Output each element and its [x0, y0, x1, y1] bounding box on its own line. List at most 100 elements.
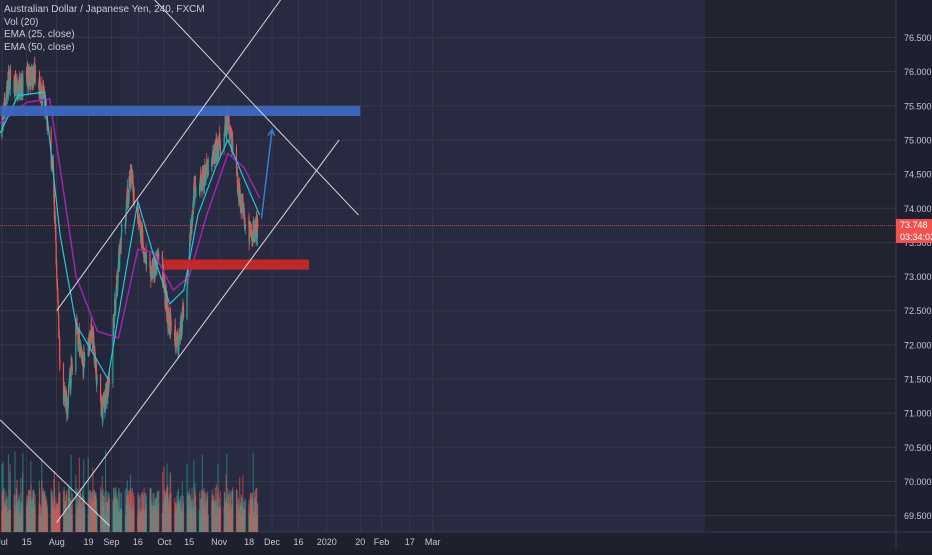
- candle-body: [57, 298, 59, 312]
- candle-body: [55, 231, 57, 243]
- x-tick-label: Aug: [49, 537, 65, 547]
- projection-arrow: [260, 129, 273, 219]
- volume-bar: [252, 452, 254, 532]
- candle-body: [195, 188, 197, 197]
- candle-body: [53, 194, 55, 219]
- candle-body: [249, 226, 251, 232]
- candle-body: [133, 187, 135, 205]
- channel-lower-trend-line: [56, 139, 340, 523]
- candle-body: [194, 176, 196, 186]
- candle-body: [170, 320, 172, 331]
- y-tick-label: 75.000: [904, 135, 932, 145]
- candle-body: [102, 406, 104, 420]
- resistance-zone: [0, 105, 361, 117]
- candle-body: [70, 359, 72, 385]
- candle-body: [138, 218, 140, 223]
- candle-body: [236, 171, 238, 185]
- volume-bar: [87, 457, 89, 532]
- volume-bar: [14, 451, 16, 532]
- descending-upper-trend-line: [154, 0, 359, 216]
- x-tick-label: Feb: [374, 537, 390, 547]
- candle-body: [142, 243, 144, 249]
- candle-body: [113, 322, 115, 335]
- candle-body: [231, 133, 233, 138]
- volume-bar: [193, 460, 195, 532]
- candle-body: [121, 228, 123, 233]
- candle-body: [203, 180, 205, 186]
- candle-body: [14, 78, 16, 97]
- candle-body: [1, 116, 3, 136]
- candle-body: [152, 264, 154, 277]
- candle-body: [71, 360, 73, 368]
- volume-bar: [244, 499, 246, 532]
- x-tick-label: 2020: [317, 537, 337, 547]
- candle-body: [156, 253, 158, 269]
- candle-body: [226, 116, 228, 136]
- volume-bar: [226, 453, 228, 532]
- volume-bar: [207, 491, 209, 532]
- chart-legend: Australian Dollar / Japanese Yen, 240, F…: [4, 4, 205, 54]
- candle-body: [177, 335, 179, 351]
- y-tick-label: 70.000: [904, 477, 932, 487]
- candle-body: [182, 308, 185, 318]
- candle-body: [94, 350, 96, 354]
- volume-bar: [34, 494, 36, 532]
- ema25-line: [0, 91, 261, 381]
- candle-body: [5, 91, 8, 104]
- candle-body: [19, 78, 21, 85]
- candle-body: [158, 254, 160, 256]
- candle-body: [55, 242, 57, 264]
- symbol-title: Australian Dollar / Japanese Yen, 240, F…: [4, 4, 205, 15]
- x-tick-label: 15: [22, 537, 32, 547]
- x-tick-label: 15: [184, 537, 194, 547]
- candle-body: [192, 204, 194, 220]
- volume-bar: [182, 501, 185, 532]
- volume-bar: [156, 492, 158, 532]
- volume-bar: [143, 487, 145, 532]
- candle-body: [83, 351, 85, 361]
- projection-arrow-head: [267, 128, 276, 137]
- x-tick-label: 19: [83, 537, 93, 547]
- candle-body: [223, 138, 225, 150]
- volume-bar: [219, 505, 222, 532]
- candle-body: [56, 277, 58, 287]
- candle-body: [103, 393, 105, 403]
- candle-body: [153, 258, 155, 275]
- x-tick-label: 16: [133, 537, 143, 547]
- y-tick-label: 76.500: [904, 33, 932, 43]
- x-tick-label: Mar: [425, 537, 441, 547]
- candle-body: [56, 263, 58, 278]
- x-tick-label: 16: [294, 537, 304, 547]
- candle-body: [95, 363, 98, 385]
- candle-body: [216, 147, 218, 161]
- candle-body: [32, 72, 35, 87]
- current-price-badge: 73.748: [896, 219, 932, 232]
- candle-body: [66, 400, 68, 403]
- ema50-line: [0, 98, 261, 339]
- volume-bar: [22, 452, 24, 532]
- volume-bar: [124, 489, 126, 532]
- volume-bar: [118, 488, 120, 532]
- candle-body: [152, 262, 155, 275]
- volume-bar: [83, 459, 85, 532]
- x-tick-label: Nov: [211, 537, 228, 547]
- volume-bar: [104, 449, 107, 532]
- candle-body: [241, 197, 243, 209]
- candle-body: [58, 336, 60, 338]
- candle-body: [76, 318, 78, 325]
- candle-body: [175, 340, 178, 347]
- volume-bar: [59, 493, 61, 532]
- candle-body: [211, 158, 213, 167]
- channel-upper-trend-line: [56, 0, 282, 312]
- candle-body: [53, 173, 55, 197]
- volume-bar: [54, 487, 56, 532]
- candle-body: [182, 302, 184, 309]
- candle-body: [93, 336, 95, 349]
- volume-bar: [242, 475, 244, 532]
- y-tick-label: 71.500: [904, 375, 932, 385]
- candle-body: [257, 219, 259, 229]
- ema25-indicator-label: EMA (25, close): [4, 29, 75, 40]
- y-tick-label: 74.500: [904, 170, 932, 180]
